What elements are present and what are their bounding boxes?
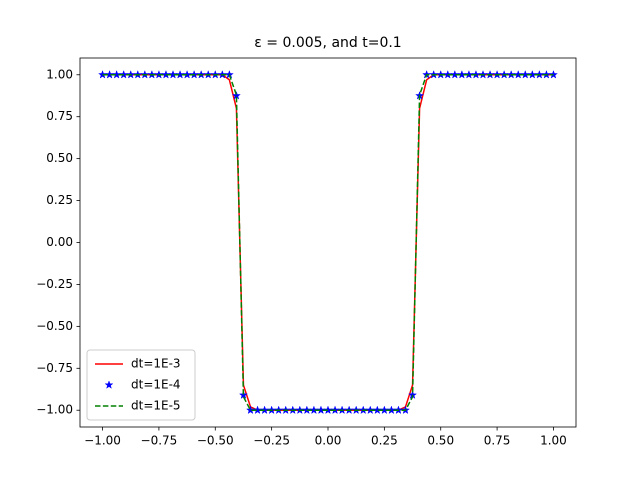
x-tick-label: −0.50: [197, 434, 234, 448]
legend-box: [86, 349, 196, 421]
x-tick-label: 0.75: [484, 434, 511, 448]
series-line: [102, 74, 554, 411]
star-marker: [548, 70, 558, 79]
y-tick-label: 0.50: [46, 151, 73, 165]
star-marker: [238, 390, 248, 399]
x-tick-label: 0.25: [371, 434, 398, 448]
x-tick-label: −1.00: [84, 434, 121, 448]
legend-label: dt=1E-4: [131, 378, 181, 392]
x-tick-label: 0.50: [427, 434, 454, 448]
x-tick-label: −0.75: [141, 434, 178, 448]
chart-title: ε = 0.005, and t=0.1: [254, 35, 401, 51]
y-tick-label: −0.25: [36, 277, 73, 291]
y-tick-label: −0.50: [36, 319, 73, 333]
legend-label: dt=1E-5: [131, 399, 181, 413]
x-tick-label: −0.25: [253, 434, 290, 448]
y-tick-label: −0.75: [36, 361, 73, 375]
y-tick-label: 0.00: [46, 235, 73, 249]
y-tick-label: −1.00: [36, 403, 73, 417]
y-tick-label: 0.75: [46, 109, 73, 123]
x-tick-label: 0.00: [315, 434, 342, 448]
y-tick-label: 1.00: [46, 67, 73, 81]
x-tick-label: 1.00: [540, 434, 567, 448]
legend-marker: [104, 380, 114, 389]
y-tick-label: 0.25: [46, 193, 73, 207]
legend-label: dt=1E-3: [131, 357, 181, 371]
